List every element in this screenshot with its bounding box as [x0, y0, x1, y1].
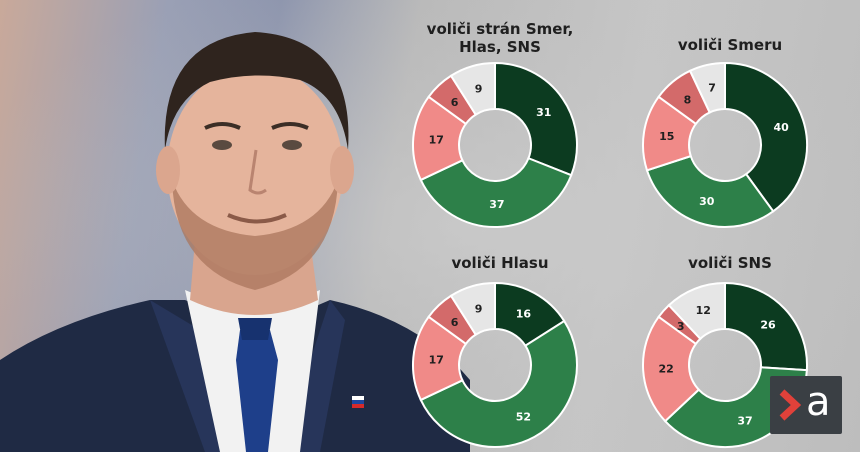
chevron-right-icon [779, 389, 802, 421]
slovak-flag-pin-icon [352, 396, 364, 408]
chart-1-label-2: 37 [489, 198, 504, 211]
chart-1-label-4: 6 [451, 96, 459, 109]
publisher-logo: a [770, 376, 842, 434]
chart-3-label-3: 17 [429, 353, 444, 366]
chart-1-label-5: 9 [475, 82, 483, 95]
chart-4-label-4: 3 [677, 320, 685, 333]
chart-title-2: voliči Smeru [677, 36, 783, 54]
chart-title-3: voliči Hlasu [451, 254, 549, 272]
chart-2-slice-1 [724, 61, 808, 213]
chart-2-label-4: 8 [684, 94, 692, 107]
chart-1-slice-2 [419, 156, 573, 228]
man-in-suit-photo [0, 32, 470, 452]
chart-2-label-3: 15 [659, 130, 674, 143]
chart-3-label-2: 52 [516, 411, 531, 424]
chart-1-slice-1 [494, 61, 578, 177]
chart-4-slice-3 [642, 315, 701, 423]
chart-1-label-3: 17 [429, 133, 444, 146]
chart-4-label-5: 12 [696, 304, 711, 317]
chart-4-slice-5 [667, 281, 726, 341]
chart-4-label-1: 26 [760, 319, 776, 332]
chart-2-label-5: 7 [708, 81, 716, 94]
chart-4-slice-1 [724, 281, 808, 372]
chart-2-slice-2 [645, 154, 775, 228]
chart-1-slice-5 [449, 61, 496, 116]
chart-2-label-2: 30 [699, 195, 715, 208]
chart-3-slice-2 [419, 319, 578, 448]
chart-2-slice-5 [688, 61, 726, 114]
chart-2-label-1: 40 [773, 121, 789, 134]
chart-3-label-5: 9 [475, 302, 483, 315]
chart-title-4: voliči SNS [688, 254, 772, 272]
chart-3-label-1: 16 [516, 307, 532, 320]
chart-title-1: voliči strán Smer, Hlas, SNS [426, 20, 574, 56]
chart-4-label-3: 22 [658, 363, 673, 376]
logo-letter: a [806, 379, 831, 425]
chart-4-label-2: 37 [737, 415, 752, 428]
chart-3-slice-5 [449, 281, 496, 336]
chart-1-label-1: 31 [536, 106, 551, 119]
chart-3-label-4: 6 [451, 316, 459, 329]
